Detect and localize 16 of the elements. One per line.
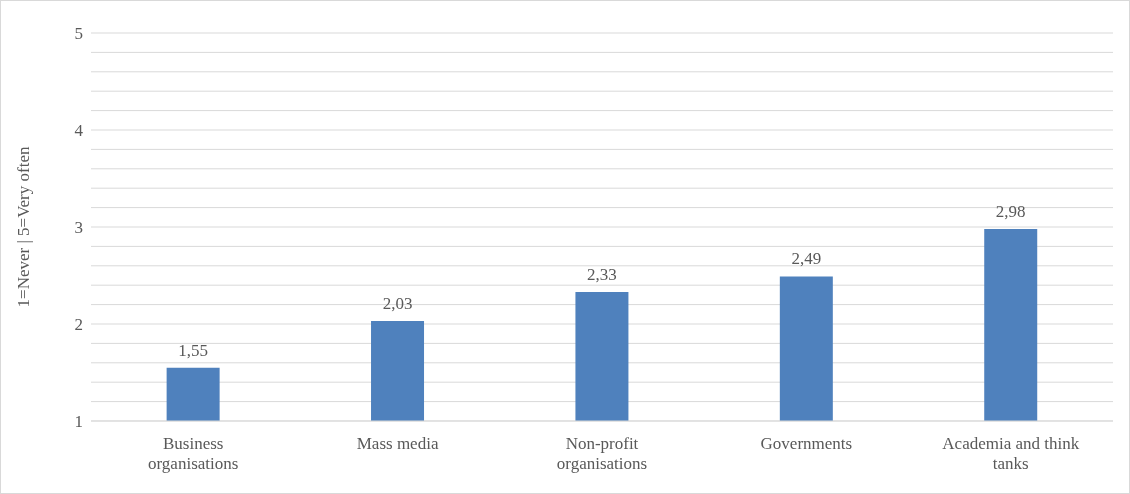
x-tick-label: Academia and think tanks [942, 434, 1080, 473]
y-tick-label: 3 [74, 218, 83, 238]
y-tick-label: 2 [74, 315, 83, 335]
data-label: 2,49 [791, 249, 822, 269]
x-tick-label: Governments [760, 434, 853, 453]
y-tick-label: 4 [74, 121, 84, 141]
data-label: 2,03 [382, 294, 413, 314]
x-tick-label: Business organisations [148, 434, 239, 473]
y-tick-label: 1 [74, 412, 83, 432]
data-label: 1,55 [178, 340, 208, 360]
data-label: 2,33 [587, 264, 617, 284]
data-label: 2,98 [995, 201, 1026, 221]
x-tick-label: Mass media [356, 434, 439, 453]
y-axis-title: 1=Never | 5=Very often [14, 146, 34, 308]
y-tick-label: 5 [74, 24, 83, 44]
x-tick-label: Non-profit organisations [556, 434, 648, 473]
